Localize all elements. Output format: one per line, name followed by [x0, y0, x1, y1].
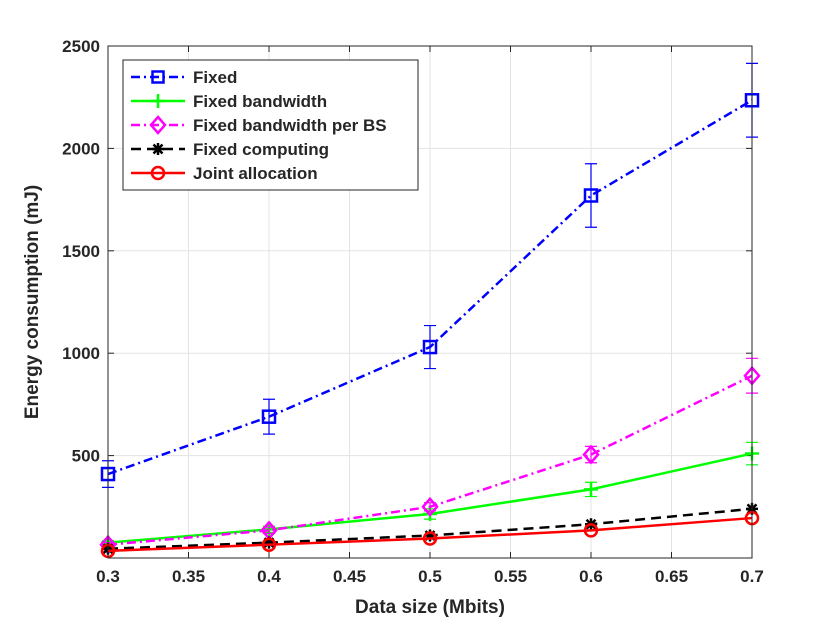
legend-label: Fixed bandwidth per BS [193, 116, 387, 135]
error-bar [585, 163, 597, 228]
legend-label: Fixed bandwidth [193, 92, 327, 111]
series-line [107, 516, 753, 553]
series-layer [99, 62, 761, 559]
x-tick-label: 0.3 [96, 567, 120, 586]
x-tick-label: 0.55 [494, 567, 527, 586]
asterisk-marker [152, 143, 164, 155]
y-tick-label: 2000 [62, 139, 100, 158]
asterisk-marker [263, 536, 275, 549]
x-tick-label: 0.7 [740, 567, 764, 586]
legend-item: Joint allocation [131, 164, 318, 183]
x-tick-label: 0.35 [172, 567, 205, 586]
legend-label: Fixed computing [193, 140, 329, 159]
square-marker [261, 409, 277, 424]
legend-label: Joint allocation [193, 164, 318, 183]
circle-marker [261, 537, 277, 552]
diamond-marker [582, 444, 600, 465]
error-bar [263, 398, 275, 435]
diamond-marker [149, 115, 167, 135]
x-tick-label: 0.6 [579, 567, 603, 586]
square-marker [422, 339, 438, 355]
legend: Fixed Fixed bandwidth Fixed bandwidth per … [122, 59, 419, 191]
y-axis-label: Energy consumption (mJ) [22, 185, 43, 419]
legend-label: Fixed [193, 68, 237, 87]
legend-item: Fixed bandwidth [131, 92, 327, 111]
plus-marker [151, 94, 165, 108]
y-tick-label: 2500 [62, 37, 100, 56]
legend-item: Fixed [131, 68, 237, 87]
circle-marker [150, 165, 166, 181]
x-tick-label: 0.5 [418, 567, 442, 586]
asterisk-marker [424, 529, 436, 542]
circle-marker [583, 523, 599, 538]
tick-labels: 0.3 0.35 0.4 0.45 0.5 0.55 0.6 0.65 0.7 500 1000 15… [62, 37, 764, 586]
x-tick-label: 0.65 [655, 567, 688, 586]
error-bar [585, 445, 597, 464]
error-bar [424, 324, 436, 370]
plus-marker [584, 482, 598, 497]
x-tick-label: 0.4 [257, 567, 281, 586]
y-tick-label: 500 [72, 447, 100, 466]
y-tick-label: 1000 [62, 344, 100, 363]
square-marker [151, 70, 165, 84]
legend-item: Fixed bandwidth per BS [131, 115, 387, 135]
x-axis-label: Data size (Mbits) [355, 597, 505, 618]
plot-frame [107, 45, 753, 559]
diamond-marker [421, 496, 439, 517]
legend-item: Fixed computing [131, 140, 329, 159]
square-marker [583, 188, 599, 203]
y-tick-label: 1500 [62, 242, 100, 261]
circle-marker [422, 531, 438, 546]
x-tick-label: 0.45 [333, 567, 366, 586]
